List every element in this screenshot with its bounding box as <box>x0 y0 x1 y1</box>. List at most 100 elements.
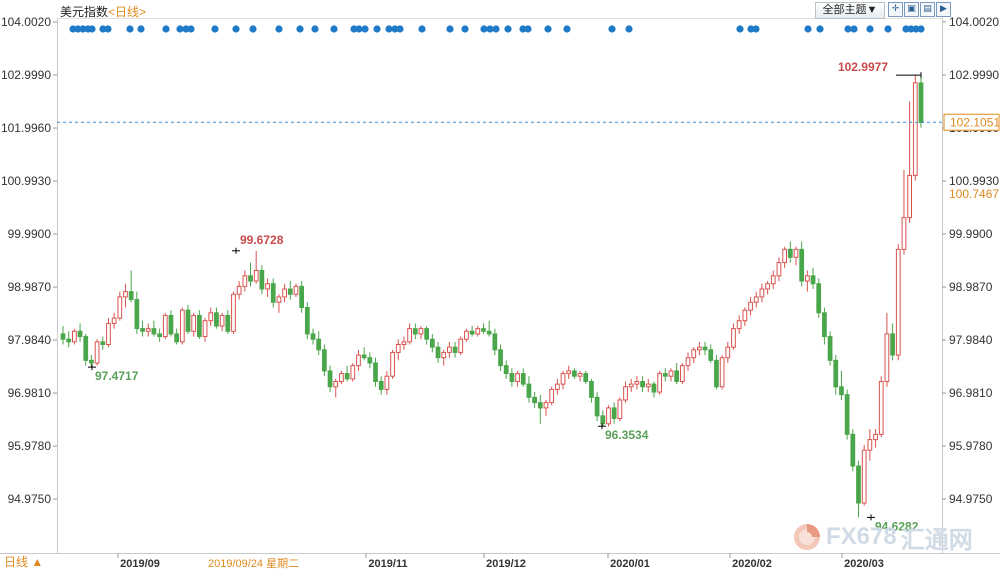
event-marker-dot[interactable] <box>747 25 755 33</box>
candle-body-up <box>395 343 401 353</box>
event-marker-dot[interactable] <box>486 25 494 33</box>
candle-body-up <box>339 373 344 382</box>
period-tag[interactable]: <日线> <box>108 5 147 19</box>
candle <box>628 378 634 393</box>
event-marker-dot[interactable] <box>330 25 338 33</box>
crosshair-icon[interactable]: ✛ <box>888 2 903 17</box>
candle-body-up <box>384 375 390 390</box>
candle <box>753 291 759 308</box>
event-marker-dot[interactable] <box>182 25 190 33</box>
event-marker-dot[interactable] <box>385 25 393 33</box>
candle <box>248 262 253 287</box>
candle-body-down <box>310 333 316 340</box>
event-marker-dot[interactable] <box>296 25 304 33</box>
event-marker-dot[interactable] <box>391 25 399 33</box>
candle <box>100 336 106 350</box>
right-tick-label: 100.9930 <box>949 174 999 188</box>
candle <box>208 307 214 326</box>
event-marker-dot[interactable] <box>917 25 925 33</box>
event-marker-dot[interactable] <box>480 25 488 33</box>
candle-body-up <box>907 174 913 219</box>
event-marker-dot[interactable] <box>608 25 616 33</box>
event-marker-dot[interactable] <box>816 25 824 33</box>
candle-body-up <box>543 402 549 409</box>
play-icon[interactable]: ▶ <box>936 2 951 17</box>
event-marker-dot[interactable] <box>211 25 219 33</box>
event-marker-dot[interactable] <box>866 25 874 33</box>
event-marker-dot[interactable] <box>519 25 527 33</box>
event-marker-dot[interactable] <box>361 25 369 33</box>
event-marker-dot[interactable] <box>396 25 404 33</box>
event-marker-dot[interactable] <box>187 25 195 33</box>
candle-body-up <box>282 288 287 298</box>
event-marker-dot[interactable] <box>844 25 852 33</box>
candle-body-up <box>884 333 890 382</box>
step-icon[interactable]: ▤ <box>920 2 935 17</box>
candle-body-down <box>918 82 924 124</box>
event-marker-dot[interactable] <box>104 25 112 33</box>
event-marker-dot[interactable] <box>232 25 240 33</box>
event-marker-dot[interactable] <box>311 25 319 33</box>
candle <box>106 318 111 348</box>
event-marker-dot[interactable] <box>912 25 920 33</box>
event-marker-dot[interactable] <box>884 25 892 33</box>
candle <box>316 331 322 356</box>
period-toggle-button[interactable]: 日线 ▲ <box>4 555 44 569</box>
event-marker-dot[interactable] <box>373 25 381 33</box>
watermark-text: FX678 <box>826 523 897 550</box>
candle <box>549 386 555 406</box>
event-marker-dot[interactable] <box>461 25 469 33</box>
event-marker-dot[interactable] <box>524 25 532 33</box>
event-marker-dot[interactable] <box>79 25 87 33</box>
event-marker-dot[interactable] <box>99 25 107 33</box>
annotation-label: 96.3534 <box>605 428 649 442</box>
candle <box>583 370 589 385</box>
event-marker-dot[interactable] <box>563 25 571 33</box>
event-marker-dot[interactable] <box>74 25 82 33</box>
candle <box>515 370 520 387</box>
event-marker-dot[interactable] <box>446 25 454 33</box>
candle-body-down <box>714 359 719 388</box>
candle <box>333 378 339 398</box>
candle-body-down <box>378 380 384 390</box>
event-marker-dot[interactable] <box>544 25 552 33</box>
candle <box>611 402 617 424</box>
event-marker-dot[interactable] <box>736 25 744 33</box>
event-marker-dot[interactable] <box>137 25 145 33</box>
event-marker-dot[interactable] <box>492 25 500 33</box>
event-marker-dot[interactable] <box>907 25 915 33</box>
watermark-cn-text: 汇通网 <box>900 525 973 554</box>
event-marker-dot[interactable] <box>162 25 170 33</box>
candle-body-up <box>265 283 270 290</box>
event-marker-dot[interactable] <box>350 25 358 33</box>
event-marker-dot[interactable] <box>804 25 812 33</box>
event-marker-dot[interactable] <box>176 25 184 33</box>
candle <box>214 307 219 329</box>
candle <box>617 397 623 422</box>
left-tick-label: 100.9930 <box>1 174 51 188</box>
candle <box>850 429 856 472</box>
event-marker-dot[interactable] <box>275 25 283 33</box>
candle <box>242 270 248 292</box>
event-marker-dot[interactable] <box>625 25 633 33</box>
event-marker-dot[interactable] <box>355 25 363 33</box>
event-marker-dot[interactable] <box>249 25 257 33</box>
candle <box>816 278 822 319</box>
event-marker-dot[interactable] <box>752 25 760 33</box>
candle <box>606 405 611 427</box>
candle <box>475 325 481 337</box>
zoom-fit-icon[interactable]: ▣ <box>904 2 919 17</box>
candle <box>861 444 867 506</box>
event-marker-dot[interactable] <box>88 25 96 33</box>
right-tick-label: 104.0020 <box>949 15 999 29</box>
event-marker-dot[interactable] <box>126 25 134 33</box>
event-marker-dot[interactable] <box>850 25 858 33</box>
candle <box>799 241 805 287</box>
event-marker-dot[interactable] <box>504 25 512 33</box>
event-marker-dot[interactable] <box>902 25 910 33</box>
event-marker-dot[interactable] <box>69 25 77 33</box>
theme-select-button[interactable]: 全部主题▼ <box>815 2 885 19</box>
price-annotation: 99.6728 <box>232 233 284 254</box>
event-marker-dot[interactable] <box>418 25 426 33</box>
